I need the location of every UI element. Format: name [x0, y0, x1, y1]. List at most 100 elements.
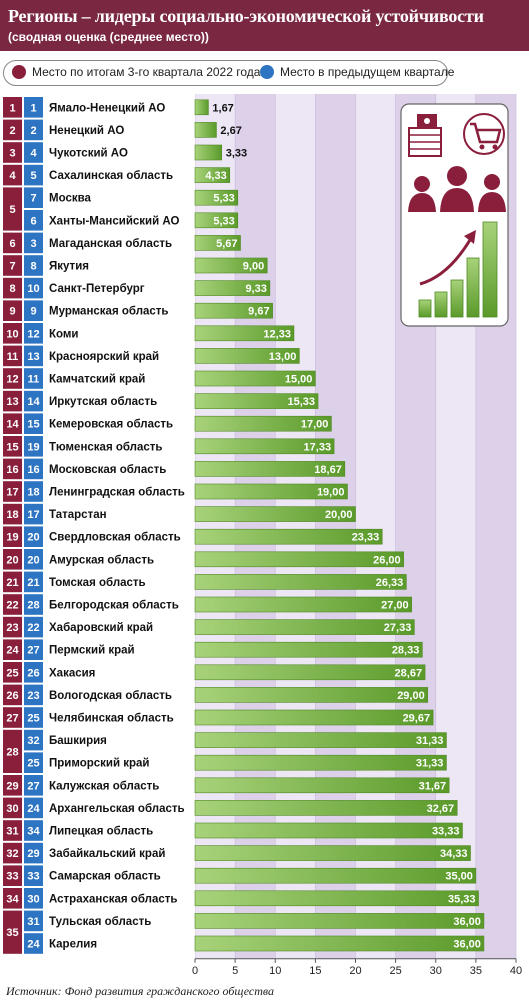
- previous-rank-label: 24: [27, 803, 40, 815]
- chart-legend: Место по итогам 3-го квартала 2022 года …: [3, 60, 454, 86]
- region-label: Кемеровская область: [49, 419, 173, 431]
- bar: [194, 913, 485, 929]
- bar: [194, 393, 319, 409]
- region-label: Самарская область: [49, 871, 161, 883]
- bar: [194, 574, 407, 590]
- region-label: Белгородская область: [49, 600, 179, 612]
- previous-rank-badge: [24, 752, 43, 773]
- previous-rank-label: 18: [27, 487, 39, 499]
- x-tick-label: 5: [232, 965, 238, 977]
- bar: [194, 325, 295, 342]
- previous-rank-badge: [24, 481, 43, 502]
- bar-value-label: 23,33: [352, 532, 380, 544]
- bar-value-label: 3,33: [226, 148, 247, 160]
- current-rank-label: 16: [6, 464, 18, 476]
- region-label: Томская область: [49, 577, 146, 589]
- current-rank-badge: [3, 232, 22, 254]
- x-tick-label: 20: [349, 965, 361, 977]
- current-rank-badge: [3, 910, 22, 954]
- current-rank-label: 25: [6, 667, 18, 679]
- region-label: Хакасия: [49, 667, 95, 679]
- previous-rank-label: 17: [27, 509, 39, 521]
- bar-value-label: 28,33: [392, 645, 420, 657]
- current-rank-label: 24: [6, 645, 19, 657]
- current-rank-label: 2: [9, 125, 15, 137]
- current-rank-badge: [3, 729, 22, 773]
- previous-rank-badge: [24, 119, 43, 141]
- region-label: Ханты-Мансийский АО: [49, 215, 180, 227]
- current-rank-label: 8: [9, 283, 15, 295]
- current-rank-label: 9: [9, 306, 15, 318]
- bar-value-label: 35,00: [445, 871, 473, 883]
- current-rank-label: 5: [9, 204, 15, 216]
- region-label: Ленинградская область: [49, 487, 185, 499]
- current-rank-label: 21: [6, 577, 18, 589]
- bar: [194, 687, 429, 703]
- previous-rank-label: 34: [27, 826, 40, 838]
- current-rank-label: 30: [6, 803, 18, 815]
- previous-rank-label: 4: [30, 148, 37, 160]
- bar: [194, 280, 271, 296]
- previous-rank-label: 22: [27, 622, 39, 634]
- current-rank-label: 1: [9, 102, 15, 114]
- current-rank-badge: [3, 368, 22, 389]
- bar: [194, 348, 300, 364]
- previous-rank-badge: [24, 865, 43, 886]
- bar-value-label: 33,33: [432, 826, 460, 838]
- region-label: Сахалинская область: [49, 170, 173, 182]
- bar-value-label: 15,00: [285, 374, 313, 386]
- previous-rank-badge: [24, 187, 43, 208]
- current-rank-badge: [3, 503, 22, 525]
- previous-rank-label: 23: [27, 690, 39, 702]
- previous-rank-label: 5: [30, 170, 36, 182]
- bar: [194, 619, 415, 635]
- x-tick-label: 10: [269, 965, 281, 977]
- bar: [194, 732, 447, 748]
- current-rank-badge: [3, 775, 22, 796]
- current-rank-badge: [3, 865, 22, 886]
- region-label: Приморский край: [49, 758, 150, 770]
- legend-item-previous: Место в предыдущем квартале: [260, 65, 454, 79]
- previous-rank-label: 27: [27, 645, 39, 657]
- previous-rank-badge: [24, 97, 43, 118]
- bar-value-label: 36,00: [453, 916, 481, 928]
- people-icon: [408, 166, 506, 212]
- current-rank-label: 31: [6, 826, 18, 838]
- bar-value-label: 9,67: [248, 306, 269, 318]
- current-rank-label: 17: [6, 487, 18, 499]
- current-rank-badge: [3, 277, 22, 299]
- region-label: Тюменская область: [49, 441, 162, 453]
- previous-rank-badge: [24, 458, 43, 480]
- previous-rank-label: 19: [27, 441, 39, 453]
- x-tick-label: 0: [192, 965, 198, 977]
- bar-value-label: 29,67: [403, 713, 431, 725]
- current-rank-badge: [3, 639, 22, 660]
- bar-value-label: 2,67: [220, 125, 241, 137]
- previous-rank-label: 6: [30, 215, 36, 227]
- previous-rank-badge: [24, 503, 43, 525]
- previous-rank-label: 21: [27, 577, 39, 589]
- current-rank-label: 6: [9, 238, 15, 250]
- growth-chart-icon: [418, 221, 498, 318]
- bar-value-label: 4,33: [205, 170, 226, 182]
- previous-rank-badge: [24, 390, 43, 412]
- current-rank-label: 20: [6, 554, 18, 566]
- current-rank-badge: [3, 323, 22, 344]
- previous-rank-badge: [24, 142, 43, 163]
- region-label: Чукотский АО: [49, 148, 128, 160]
- bar-value-label: 15,33: [287, 396, 315, 408]
- previous-rank-label: 1: [30, 102, 36, 114]
- region-label: Санкт-Петербург: [49, 283, 145, 295]
- current-rank-label: 14: [6, 419, 19, 431]
- bar: [194, 144, 223, 161]
- previous-rank-badge: [24, 300, 43, 321]
- current-rank-label: 10: [6, 328, 18, 340]
- current-rank-label: 29: [6, 780, 18, 792]
- bar-value-label: 1,67: [212, 102, 233, 114]
- previous-rank-label: 31: [27, 916, 39, 928]
- previous-rank-badge: [24, 910, 43, 932]
- bar: [194, 596, 412, 613]
- previous-rank-label: 2: [30, 125, 36, 137]
- region-label: Забайкальский край: [49, 848, 165, 860]
- region-label: Магаданская область: [49, 238, 172, 250]
